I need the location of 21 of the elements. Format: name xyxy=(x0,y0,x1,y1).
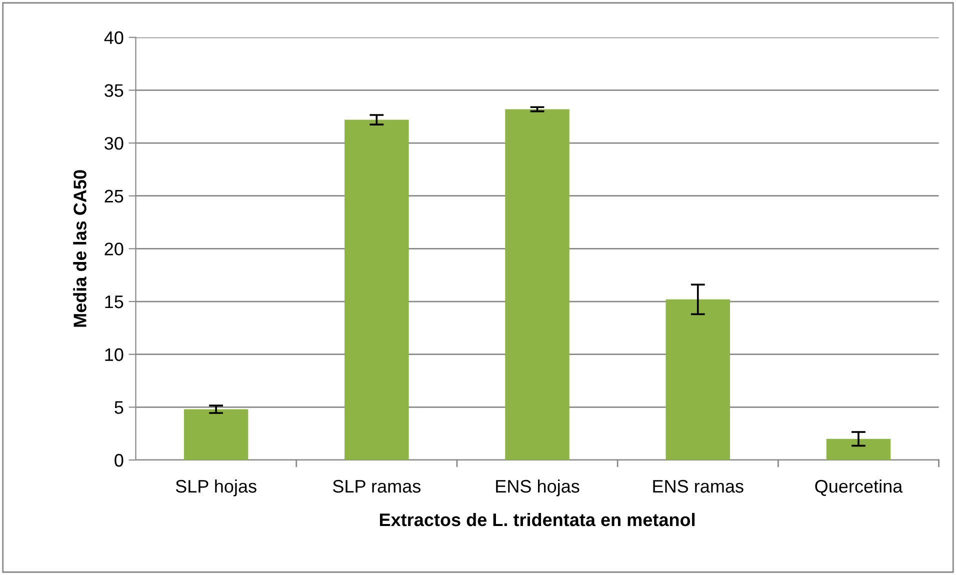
bar xyxy=(666,299,730,460)
y-tick-label: 15 xyxy=(105,296,124,308)
y-tick-label: 30 xyxy=(104,136,124,150)
y-tick-label: 0 xyxy=(114,454,124,467)
y-tick-label: 40 xyxy=(104,31,124,44)
y-tick-label: 25 xyxy=(104,190,124,203)
y-tick-label: 10 xyxy=(105,348,124,362)
y-axis-title: Media de las CA50 xyxy=(73,170,86,327)
bar xyxy=(184,409,248,460)
x-tick-label: SLP hojas xyxy=(176,479,256,496)
x-axis-title: Extractos de L. tridentata en metanol xyxy=(380,512,695,526)
y-tick-label: 20 xyxy=(104,242,124,256)
x-tick-label: SLP ramas xyxy=(332,480,421,493)
bar xyxy=(826,438,891,460)
bar xyxy=(505,109,570,460)
y-tick-label: 5 xyxy=(114,401,124,414)
x-tick-label: ENS hojas xyxy=(496,479,580,496)
x-tick-label: Quercetina xyxy=(815,479,903,496)
x-tick-label: ENS ramas xyxy=(653,480,744,493)
y-tick-label: 35 xyxy=(104,84,124,97)
bar xyxy=(344,120,409,460)
